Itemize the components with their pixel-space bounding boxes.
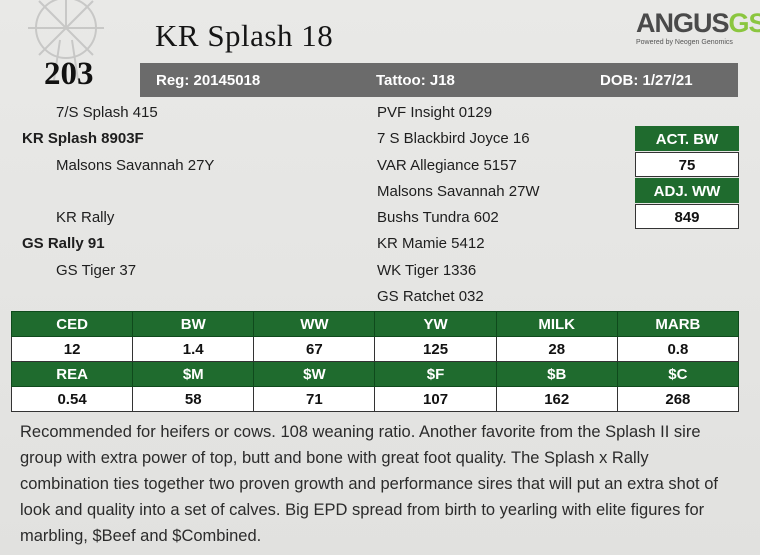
- pedigree-ancestor: Malsons Savannah 27W: [377, 183, 540, 200]
- epd-header-cell: MARB: [616, 311, 740, 337]
- epd-value-row: 12 1.4 67 125 28 0.8: [10, 336, 740, 362]
- epd-header-cell: BW: [132, 311, 255, 337]
- registration-bar: Reg: 20145018 Tattoo: J18 DOB: 1/27/21: [140, 63, 738, 97]
- epd-value-cell: 0.8: [616, 336, 740, 362]
- pedigree-ancestor: WK Tiger 1336: [377, 262, 477, 279]
- index-value-cell: 162: [495, 386, 618, 412]
- epd-header-cell: MILK: [495, 311, 618, 337]
- animal-name: KR Splash 18: [155, 18, 334, 53]
- epd-value-cell: 125: [374, 336, 497, 362]
- pedigree-ancestor: VAR Allegiance 5157: [377, 157, 517, 174]
- pedigree-dam-sire: KR Rally: [56, 209, 115, 226]
- epd-value-cell: 12: [10, 336, 134, 362]
- brand-word: ANGUS: [636, 8, 730, 38]
- epd-value-cell: 67: [253, 336, 376, 362]
- epd-header-cell: CED: [10, 311, 134, 337]
- pedigree-ancestor: GS Ratchet 032: [377, 288, 484, 305]
- index-header-cell: $F: [374, 361, 497, 387]
- epd-header-cell: WW: [253, 311, 376, 337]
- pedigree-ancestor: Bushs Tundra 602: [377, 209, 499, 226]
- brand-tagline: Powered by Neogen Genomics: [636, 39, 733, 46]
- index-header-cell: $M: [132, 361, 255, 387]
- epd-value-cell: 1.4: [132, 336, 255, 362]
- index-value-cell: 58: [132, 386, 255, 412]
- lot-description: Recommended for heifers or cows. 108 wea…: [20, 423, 718, 545]
- epd-header-cell: YW: [374, 311, 497, 337]
- index-header-row: REA $M $W $F $B $C: [10, 361, 740, 387]
- lot-number: 203: [44, 56, 94, 92]
- adjusted-weaning-weight-value: 849: [635, 204, 739, 229]
- index-value-cell: 107: [374, 386, 497, 412]
- actual-birth-weight-value: 75: [635, 152, 739, 177]
- registration-number: Reg: 20145018: [156, 72, 261, 89]
- index-header-cell: REA: [10, 361, 134, 387]
- index-value-cell: 71: [253, 386, 376, 412]
- pedigree-sire-dam: Malsons Savannah 27Y: [56, 157, 215, 174]
- angus-gs-logo: ANGUSGS Powered by Neogen Genomics: [636, 8, 760, 60]
- adjusted-weaning-weight-label: ADJ. WW: [635, 178, 739, 203]
- tattoo: Tattoo: J18: [376, 72, 455, 89]
- index-header-cell: $W: [253, 361, 376, 387]
- index-header-cell: $B: [495, 361, 618, 387]
- index-header-cell: $C: [616, 361, 740, 387]
- epd-value-cell: 28: [495, 336, 618, 362]
- actual-birth-weight-label: ACT. BW: [635, 126, 739, 151]
- windmill-logo-icon: [28, 0, 104, 80]
- date-of-birth: DOB: 1/27/21: [600, 72, 693, 89]
- epd-table: CED BW WW YW MILK MARB 12 1.4 67 125 28 …: [10, 311, 740, 412]
- index-value-row: 0.54 58 71 107 162 268: [10, 386, 740, 412]
- pedigree-ancestor: KR Mamie 5412: [377, 235, 485, 252]
- pedigree-dam: GS Rally 91: [22, 235, 105, 252]
- index-value-cell: 0.54: [10, 386, 134, 412]
- pedigree-sire-sire: 7/S Splash 415: [56, 104, 158, 121]
- pedigree-ancestor: 7 S Blackbird Joyce 16: [377, 130, 530, 147]
- pedigree-ancestor: PVF Insight 0129: [377, 104, 493, 121]
- pedigree-sire: KR Splash 8903F: [22, 130, 144, 147]
- index-value-cell: 268: [616, 386, 740, 412]
- pedigree-dam-dam: GS Tiger 37: [56, 262, 137, 279]
- epd-header-row: CED BW WW YW MILK MARB: [10, 311, 740, 337]
- brand-suffix: GS: [728, 8, 760, 38]
